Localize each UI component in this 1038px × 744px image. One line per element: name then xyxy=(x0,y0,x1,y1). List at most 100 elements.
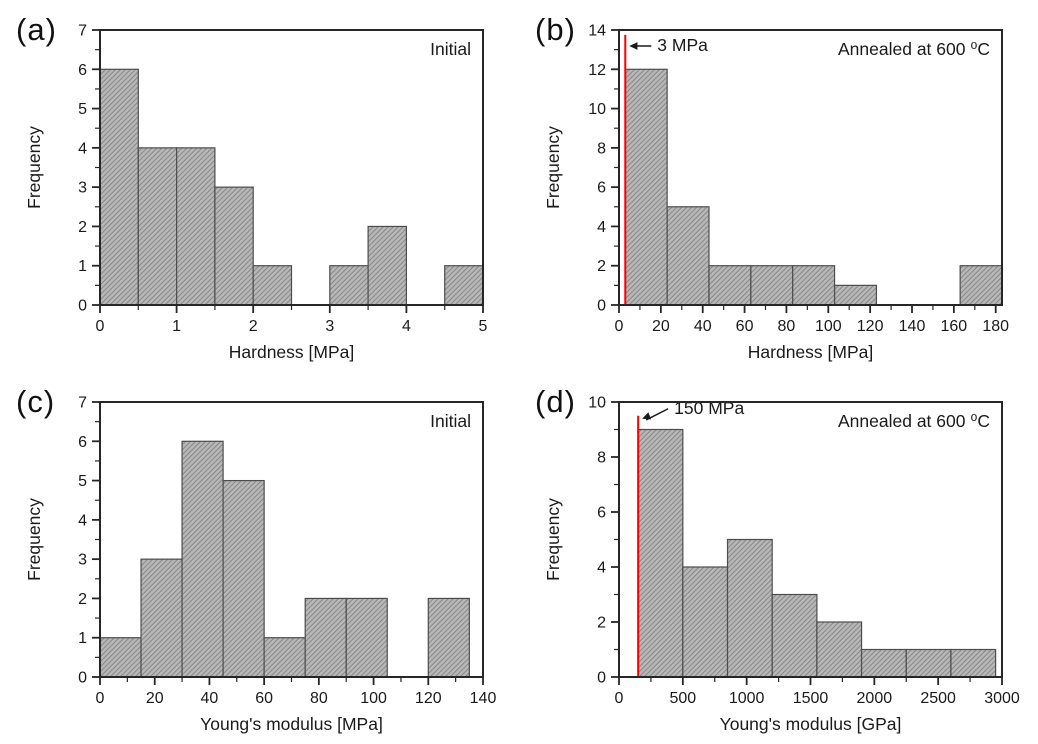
figure-panel-a: (a) 0 1 2 3 4 5 0 1 2 3 4 5 6 7 Hardness [MPa] Frequenc… xyxy=(0,0,519,372)
histogram-bar xyxy=(427,597,470,678)
y-tick-label: 5 xyxy=(78,473,87,490)
histogram-bar xyxy=(666,206,710,306)
y-tick-label: 8 xyxy=(597,140,606,157)
y-tick-label: 6 xyxy=(78,434,87,451)
x-tick-label: 120 xyxy=(415,690,442,707)
histogram-bar xyxy=(833,284,878,306)
histogram-bar xyxy=(214,186,254,306)
x-tick-label: 160 xyxy=(941,318,968,335)
y-tick-label: 2 xyxy=(78,591,87,608)
histogram-chart-b: 3 MPa 0 20 40 60 80 100 120 140 160 180 0 2 4 6 8 10 12 14… xyxy=(543,23,1009,363)
y-tick-label: 14 xyxy=(588,23,606,40)
histogram-bar xyxy=(771,593,818,678)
x-tick-label: 20 xyxy=(146,690,164,707)
histogram-bar xyxy=(367,225,408,306)
axis-frame xyxy=(99,29,484,306)
histogram-bar xyxy=(222,479,265,678)
histogram-bar xyxy=(750,265,794,306)
histogram-bar xyxy=(140,558,183,678)
corner-label: Annealed at 600 ⁰C xyxy=(838,411,990,431)
y-tick-label: 2 xyxy=(78,219,87,236)
histogram-bar xyxy=(444,265,484,306)
y-tick-label: 3 xyxy=(78,552,87,569)
x-tick-label: 20 xyxy=(652,318,670,335)
annotation-arrowhead xyxy=(642,412,652,420)
axis-frame xyxy=(618,401,1003,678)
histogram-bar xyxy=(816,621,863,678)
histogram-bar xyxy=(99,637,142,678)
histogram-bar xyxy=(176,147,216,306)
histogram-bar xyxy=(252,265,293,306)
x-tick-label: 2 xyxy=(249,318,258,335)
x-tick-label: 140 xyxy=(899,318,926,335)
histogram-chart-a: 0 1 2 3 4 5 0 1 2 3 4 5 6 7 Hardness [MPa] Frequency Ini… xyxy=(24,23,488,363)
x-tick-label: 0 xyxy=(96,690,105,707)
x-tick-label: 40 xyxy=(201,690,219,707)
x-tick-label: 2000 xyxy=(857,690,893,707)
histogram-bar xyxy=(792,265,836,306)
x-tick-label: 5 xyxy=(479,318,488,335)
y-tick-label: 10 xyxy=(588,395,606,412)
panel-label-d: (d) xyxy=(535,384,576,419)
figure-panel-c: (c) 0 20 40 60 80 100 120 140 0 1 2 3 4 5 6 7 Young's mo… xyxy=(0,372,519,744)
x-tick-label: 0 xyxy=(96,318,105,335)
histogram-bar xyxy=(726,538,773,678)
x-axis-title: Young's modulus [GPa] xyxy=(720,714,902,734)
x-tick-label: 1500 xyxy=(793,690,829,707)
x-tick-label: 0 xyxy=(615,318,624,335)
y-tick-label: 0 xyxy=(78,298,87,315)
y-tick-label: 6 xyxy=(78,62,87,79)
x-tick-label: 120 xyxy=(857,318,884,335)
x-tick-label: 80 xyxy=(310,690,328,707)
y-axis-title: Frequency xyxy=(24,498,44,581)
y-tick-label: 7 xyxy=(78,395,87,412)
x-tick-label: 0 xyxy=(615,690,624,707)
panel-label-a: (a) xyxy=(16,12,57,47)
histogram-bar xyxy=(304,597,347,678)
y-tick-label: 8 xyxy=(597,450,606,467)
y-tick-label: 5 xyxy=(78,101,87,118)
x-axis-title: Hardness [MPa] xyxy=(748,342,873,362)
y-tick-label: 6 xyxy=(597,505,606,522)
histogram-bar xyxy=(637,428,684,678)
x-axis-title: Young's modulus [MPa] xyxy=(200,714,383,734)
x-tick-label: 3 xyxy=(325,318,334,335)
corner-label: Annealed at 600 ⁰C xyxy=(838,39,990,59)
histogram-bar xyxy=(624,68,668,306)
y-tick-label: 2 xyxy=(597,258,606,275)
y-tick-label: 7 xyxy=(78,23,87,40)
x-tick-label: 40 xyxy=(694,318,712,335)
vline-annotation: 150 MPa xyxy=(674,398,744,418)
histogram-bar xyxy=(708,265,752,306)
x-tick-label: 2500 xyxy=(920,690,956,707)
y-tick-label: 10 xyxy=(588,101,606,118)
figure-panel-d: (d) 150 MPa 0 500 1000 1500 2000 2500 3000 0 2 4 6 8… xyxy=(519,372,1038,744)
y-tick-label: 6 xyxy=(597,180,606,197)
histogram-bar xyxy=(181,440,224,678)
axis-frame xyxy=(99,401,484,678)
y-tick-label: 4 xyxy=(597,560,606,577)
axis-frame xyxy=(618,29,1003,306)
annotation-arrowhead xyxy=(629,42,638,50)
y-tick-label: 1 xyxy=(78,258,87,275)
x-axis-title: Hardness [MPa] xyxy=(229,342,354,362)
y-tick-label: 12 xyxy=(588,62,606,79)
histogram-chart-d: 150 MPa 0 500 1000 1500 2000 2500 3000 0 2 4 6 8 10 Yo… xyxy=(543,395,1020,735)
histogram-bar xyxy=(263,637,306,678)
y-axis-title: Frequency xyxy=(24,126,44,209)
y-tick-label: 4 xyxy=(78,140,87,157)
histogram-chart-c: 0 20 40 60 80 100 120 140 0 1 2 3 4 5 6 7 Young's modulu… xyxy=(24,395,497,735)
histogram-bar xyxy=(137,147,178,306)
histogram-bar xyxy=(860,648,907,678)
x-tick-label: 80 xyxy=(778,318,796,335)
x-tick-label: 1000 xyxy=(729,690,765,707)
panel-label-c: (c) xyxy=(16,384,56,419)
y-axis-title: Frequency xyxy=(543,126,563,209)
x-tick-label: 500 xyxy=(669,690,696,707)
y-axis-title: Frequency xyxy=(543,498,563,581)
histogram-bar xyxy=(329,265,369,306)
x-tick-label: 100 xyxy=(815,318,842,335)
histogram-bar xyxy=(345,597,388,678)
x-tick-label: 140 xyxy=(470,690,497,707)
